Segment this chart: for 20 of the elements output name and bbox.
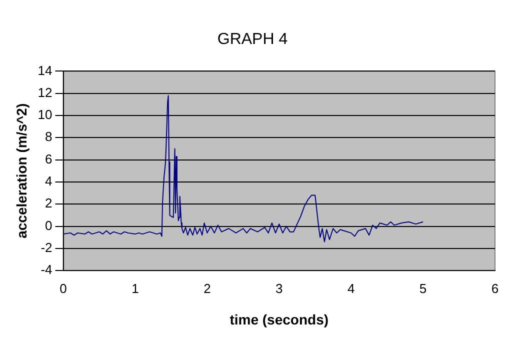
y-tick-label: 10: [38, 107, 52, 122]
x-tick-label: 5: [419, 280, 427, 296]
y-tick-label: -2: [40, 240, 52, 256]
y-tick-label: -4: [40, 262, 52, 278]
y-tick-label: 12: [38, 84, 52, 100]
chart-title: GRAPH 4: [217, 31, 288, 48]
y-axis-title: acceleration (m/s^2): [13, 103, 30, 238]
y-tick-label: 2: [45, 196, 52, 211]
y-tick-label: 8: [45, 129, 52, 144]
x-tick-label: 2: [204, 280, 211, 296]
x-tick-label: 1: [132, 280, 139, 296]
y-tick-label: 14: [38, 62, 52, 78]
x-tick-label: 4: [347, 280, 355, 296]
y-tick-label: 0: [45, 218, 52, 233]
x-tick-label: 6: [491, 280, 499, 296]
x-axis-title: time (seconds): [230, 311, 329, 328]
y-tick-label: 6: [45, 151, 52, 166]
y-tick-label: 4: [45, 174, 52, 189]
x-tick-label: 0: [60, 280, 67, 296]
x-tick-label: 3: [276, 280, 283, 296]
